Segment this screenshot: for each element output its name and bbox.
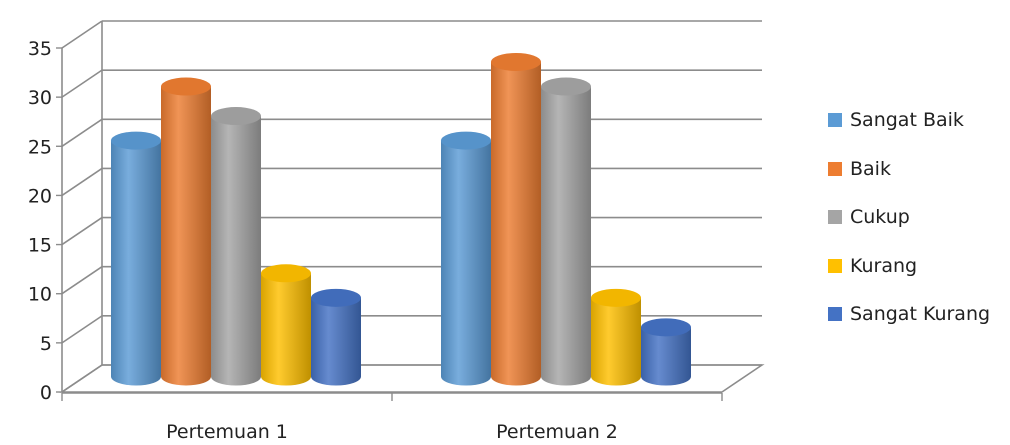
bar-body xyxy=(541,86,591,386)
legend-swatch xyxy=(828,210,842,224)
legend-swatch xyxy=(828,161,842,176)
bar xyxy=(261,264,311,386)
y-tick-label: 15 xyxy=(28,235,52,257)
bar xyxy=(161,77,211,386)
bar-body xyxy=(641,327,691,386)
bar xyxy=(541,77,591,386)
legend-label: Sangat Kurang xyxy=(850,303,991,325)
gridline-diagonal xyxy=(61,118,103,147)
y-tick-label: 10 xyxy=(28,284,52,306)
legend-item: Baik xyxy=(828,157,1006,181)
y-tick-label: 25 xyxy=(28,136,52,158)
gridline-diagonal xyxy=(61,315,103,344)
legend-swatch xyxy=(828,258,842,273)
x-category-label: Pertemuan 1 xyxy=(166,421,288,443)
legend-item: Sangat Baik xyxy=(828,108,1006,132)
legend-item: Cukup xyxy=(828,205,1006,229)
gridline-diagonal xyxy=(61,167,103,197)
gridline-diagonal xyxy=(61,69,103,98)
bar-top xyxy=(491,52,541,71)
gridline-diagonal xyxy=(61,20,103,49)
gridline-diagonal xyxy=(61,364,103,393)
gridline-diagonal xyxy=(61,266,103,295)
bar-top xyxy=(261,264,311,283)
y-tick-label: 30 xyxy=(28,87,52,109)
y-axis-ticks: 0 5 10 15 20 25 30 35 xyxy=(28,38,62,404)
bar-top xyxy=(641,318,691,337)
bar xyxy=(311,288,361,386)
bar-top xyxy=(591,288,641,307)
y-tick-label: 5 xyxy=(40,333,52,355)
y-tick-label: 35 xyxy=(28,38,52,60)
legend-label: Baik xyxy=(850,157,891,180)
bar-body xyxy=(261,273,311,386)
x-category-label: Pertemuan 2 xyxy=(496,421,618,443)
bar-top xyxy=(161,77,211,96)
bar-body xyxy=(111,140,161,386)
gridline-diagonal xyxy=(61,216,103,246)
legend-item: Sangat Kurang xyxy=(828,302,1006,326)
bar xyxy=(441,131,491,386)
bar xyxy=(591,288,641,386)
bar xyxy=(491,52,541,386)
bar xyxy=(211,107,261,386)
legend-swatch xyxy=(828,307,842,321)
bar-body xyxy=(311,297,361,386)
legend: Sangat Baik Baik Cukup Kurang Sangat Kurang xyxy=(828,108,1006,351)
bar-body xyxy=(211,116,261,386)
legend-item: Kurang xyxy=(828,254,1006,278)
category-labels: Pertemuan 1 Pertemuan 2 xyxy=(166,421,618,443)
bar-top xyxy=(441,131,491,150)
bar-body xyxy=(161,86,211,386)
legend-label: Kurang xyxy=(850,254,918,277)
bar-body xyxy=(491,61,541,386)
x-axis xyxy=(61,392,723,401)
legend-label: Cukup xyxy=(850,206,910,228)
bar xyxy=(111,131,161,386)
bar-top xyxy=(111,131,161,150)
y-tick-label: 20 xyxy=(28,185,52,207)
bar-top xyxy=(311,288,361,307)
bar-top xyxy=(211,107,261,126)
bar-body xyxy=(441,140,491,386)
bars xyxy=(111,52,691,386)
bar-body xyxy=(591,297,641,386)
bar xyxy=(641,318,691,386)
y-tick-label: 0 xyxy=(40,382,52,404)
legend-swatch xyxy=(828,113,842,127)
legend-label: Sangat Baik xyxy=(850,109,964,131)
bar-top xyxy=(541,77,591,96)
